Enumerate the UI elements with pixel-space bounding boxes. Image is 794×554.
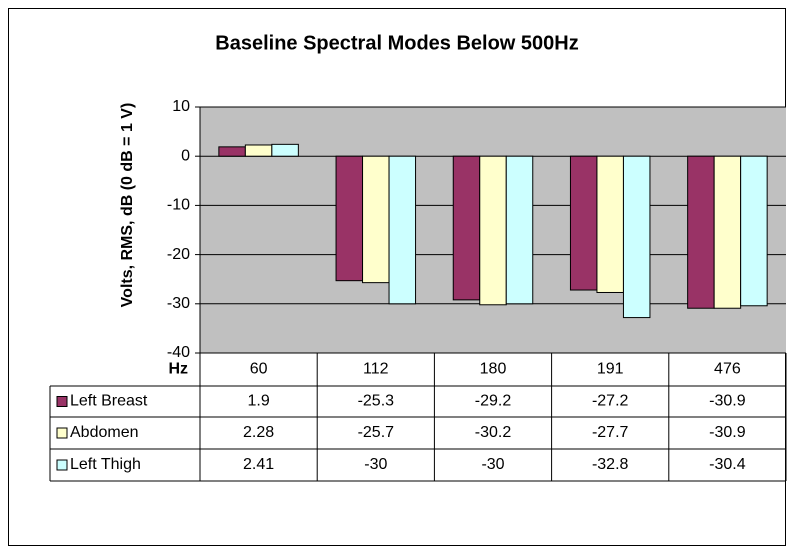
y-tick-label: -30 <box>167 295 190 312</box>
bar <box>362 155 390 284</box>
bar <box>218 146 246 157</box>
y-tick-label: 10 <box>172 98 190 115</box>
bar <box>596 155 624 293</box>
y-tick-label: -20 <box>167 246 190 263</box>
table-value: -30 <box>481 456 504 473</box>
x-tick-label: 180 <box>480 361 507 378</box>
x-tick-label: 191 <box>597 361 624 378</box>
bar <box>622 155 651 319</box>
y-axis-label: Volts, RMS, dB (0 dB = 1 V) <box>119 103 136 308</box>
table-value: 2.28 <box>243 424 274 441</box>
table-value: -30.2 <box>475 424 512 441</box>
bar <box>388 155 417 305</box>
bar <box>713 155 742 309</box>
y-tick-label: 0 <box>181 147 190 164</box>
table-value: 1.9 <box>247 393 269 410</box>
table-value: -27.7 <box>592 424 629 441</box>
x-tick-label: 60 <box>250 361 268 378</box>
y-tick-label: -10 <box>167 197 190 214</box>
bar <box>335 155 364 282</box>
bar <box>740 155 768 307</box>
legend-label: Left Breast <box>70 393 148 410</box>
table-value: 2.41 <box>243 456 274 473</box>
table-value: -30.4 <box>709 456 746 473</box>
bar <box>452 155 481 301</box>
table-value: -25.3 <box>358 393 395 410</box>
x-tick-label: 476 <box>714 361 741 378</box>
bar <box>569 155 598 291</box>
table-value: -27.2 <box>592 393 629 410</box>
legend-key <box>56 459 68 471</box>
legend-label: Abdomen <box>70 424 139 441</box>
y-tick-label: -40 <box>167 344 190 361</box>
table-value: -25.7 <box>358 424 395 441</box>
table-value: -30.9 <box>709 393 746 410</box>
legend-key <box>56 427 68 439</box>
chart-title: Baseline Spectral Modes Below 500Hz <box>215 32 578 54</box>
table-value: -30 <box>364 456 387 473</box>
table-value: -32.8 <box>592 456 629 473</box>
table-value: -30.9 <box>709 424 746 441</box>
bar <box>479 155 507 306</box>
bar <box>687 155 715 309</box>
bar <box>271 143 299 157</box>
legend-key <box>56 396 68 407</box>
bar <box>505 155 534 305</box>
legend-label: Left Thigh <box>70 456 141 473</box>
table-header: Hz <box>168 361 188 378</box>
bar <box>244 144 273 157</box>
x-tick-label: 112 <box>363 361 389 378</box>
table-value: -29.2 <box>475 393 512 410</box>
